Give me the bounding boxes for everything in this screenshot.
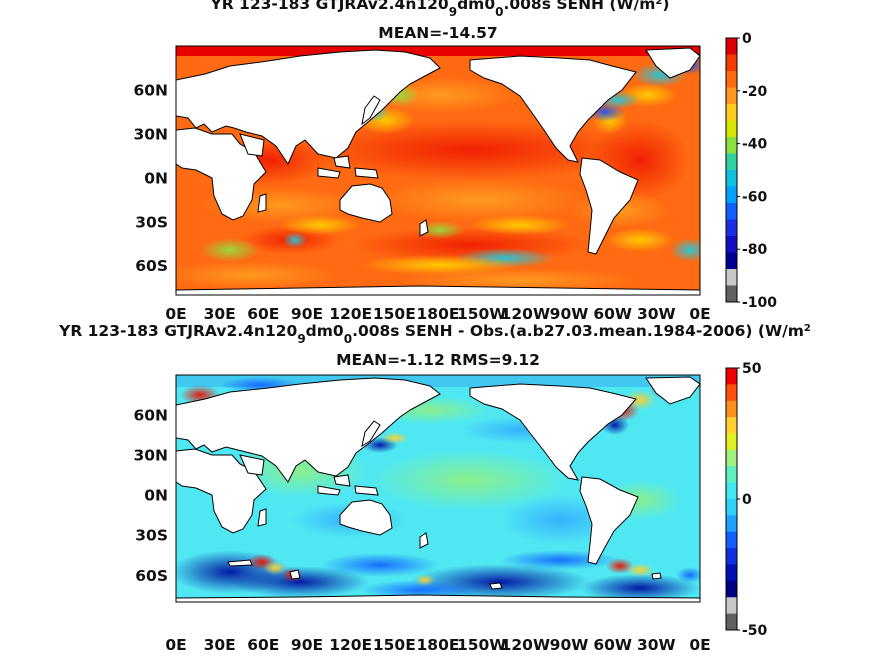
chart-subtitle-1: MEAN=-14.57 [378, 24, 497, 42]
chart-subtitle-2: MEAN=-1.12 RMS=9.12 [336, 351, 540, 369]
y-tick-label-1-3: 30S [135, 213, 168, 231]
field-map-1 [176, 46, 700, 295]
colorbar-segment-1-4 [726, 104, 737, 121]
y-tick-label-2-3: 30S [135, 527, 168, 545]
colorbar-segment-1-6 [726, 137, 737, 154]
colorbar-segment-2-9 [726, 515, 737, 533]
x-tick-label-1-12: 0E [689, 305, 710, 323]
y-tick-label-1-4: 60S [135, 257, 168, 275]
x-tick-label-2-6: 180E [417, 636, 460, 654]
colorbar-segment-2-0 [726, 368, 737, 385]
colorbar-segment-1-0 [726, 38, 737, 55]
colorbar-frame-1 [725, 37, 738, 303]
map-frame-1 [175, 45, 701, 296]
colorbar-segment-1-7 [726, 153, 737, 171]
chart-title-2: YR 123-183 GTJRAv2.4n1209dm00.008s SENH … [58, 322, 811, 346]
y-tick-label-2-1: 30N [133, 447, 168, 465]
x-tick-label-2-9: 90W [550, 636, 589, 654]
colorbar-segment-2-2 [726, 400, 737, 418]
colorbar-ticks-2: 50 0 -50 [737, 361, 768, 639]
x-tick-label-1-6: 180E [417, 305, 460, 323]
colorbar-tick-label-1-2: -40 [742, 137, 768, 153]
x-tick-label-2-11: 30W [637, 636, 676, 654]
x-tick-label-2-1: 30E [204, 636, 236, 654]
colorbar-segment-2-4 [726, 433, 737, 451]
colorbar-tick-label-1-5: -100 [742, 295, 777, 311]
x-tick-label-1-9: 90W [550, 305, 589, 323]
x-tick-label-1-3: 90E [291, 305, 323, 323]
x-tick-label-2-3: 90E [291, 636, 323, 654]
colorbar-segment-1-10 [726, 203, 737, 220]
x-tick-label-1-8: 120W [501, 305, 550, 323]
colorbar-segment-1-1 [726, 54, 737, 72]
x-tick-label-1-5: 150E [373, 305, 416, 323]
colorbar-tick-label-1-1: -20 [742, 84, 768, 100]
map-frame-2 [175, 374, 701, 603]
colorbar-tick-label-2-2: -50 [742, 623, 768, 639]
colorbar-segment-2-7 [726, 482, 737, 500]
colorbar-ticks-1: 0 -20 -40 -60 -80 -100 [737, 31, 777, 311]
panel-senh: YR 123-183 GTJRAv2.4n1209dm00.008s SENH … [133, 0, 777, 323]
x-tick-label-1-7: 150W [457, 305, 506, 323]
x-tick-label-2-0: 0E [165, 636, 186, 654]
colorbar-segment-1-14 [726, 269, 737, 286]
y-ticks-1: 60N 30N 0N 30S 60S [133, 81, 168, 275]
x-tick-label-1-1: 30E [204, 305, 236, 323]
colorbar-tick-label-1-3: -60 [742, 189, 768, 205]
colorbar-2 [725, 367, 738, 631]
colorbar-tick-label-1-4: -80 [742, 242, 768, 258]
colorbar-1 [725, 37, 738, 303]
y-tick-label-2-0: 60N [133, 407, 168, 425]
colorbar-segment-2-11 [726, 548, 737, 565]
colorbar-segment-1-13 [726, 252, 737, 270]
colorbar-segment-2-6 [726, 466, 737, 484]
x-tick-label-2-10: 60W [593, 636, 632, 654]
x-tick-label-2-8: 120W [501, 636, 550, 654]
x-tick-label-1-11: 30W [637, 305, 676, 323]
y-tick-label-1-0: 60N [133, 81, 168, 99]
colorbar-segment-1-12 [726, 236, 737, 253]
colorbar-segment-1-3 [726, 87, 737, 105]
x-tick-label-1-0: 0E [165, 305, 186, 323]
x-tick-label-2-7: 150W [457, 636, 506, 654]
colorbar-segment-1-2 [726, 71, 737, 88]
x-tick-label-1-10: 60W [593, 305, 632, 323]
x-tick-label-1-4: 120E [329, 305, 372, 323]
colorbar-segment-2-3 [726, 417, 737, 434]
panel-senh-minus-obs: YR 123-183 GTJRAv2.4n1209dm00.008s SENH … [58, 322, 811, 654]
colorbar-segment-1-8 [726, 170, 737, 187]
colorbar-segment-2-13 [726, 580, 737, 598]
x-tick-label-2-5: 150E [373, 636, 416, 654]
colorbar-segment-1-9 [726, 186, 737, 204]
colorbar-segment-2-1 [726, 384, 737, 402]
colorbar-segment-1-11 [726, 219, 737, 237]
colorbar-segment-1-5 [726, 120, 737, 138]
continents-2 [176, 376, 700, 602]
colorbar-segment-2-15 [726, 613, 737, 631]
y-tick-label-2-4: 60S [135, 567, 168, 585]
x-tick-label-2-2: 60E [247, 636, 279, 654]
colorbar-segment-2-10 [726, 531, 737, 549]
colorbar-segment-2-12 [726, 564, 737, 582]
colorbar-segment-2-5 [726, 449, 737, 467]
y-tick-label-1-1: 30N [133, 125, 168, 143]
colorbar-segment-2-14 [726, 597, 737, 615]
colorbar-tick-label-2-0: 50 [742, 361, 762, 377]
y-tick-label-2-2: 0N [144, 487, 168, 505]
continents-1 [176, 47, 700, 295]
x-tick-label-1-2: 60E [247, 305, 279, 323]
colorbar-segment-1-15 [726, 285, 737, 303]
chart-title-1: YR 123-183 GTJRAv2.4n1209dm00.008s SENH … [210, 0, 670, 19]
x-tick-label-2-4: 120E [329, 636, 372, 654]
field-map-2 [176, 375, 700, 602]
colorbar-tick-label-2-1: 0 [742, 492, 752, 508]
colorbar-segment-2-8 [726, 499, 737, 516]
x-tick-label-2-12: 0E [689, 636, 710, 654]
y-ticks-2: 60N 30N 0N 30S 60S [133, 407, 168, 585]
y-tick-label-1-2: 0N [144, 169, 168, 187]
colorbar-tick-label-1-0: 0 [742, 31, 752, 47]
